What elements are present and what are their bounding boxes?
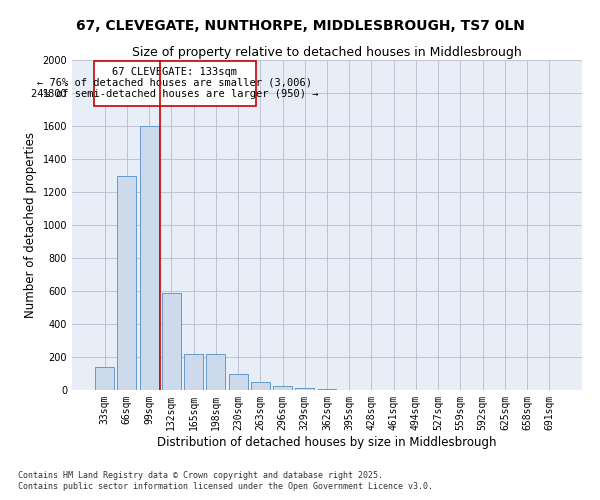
Bar <box>273 386 292 390</box>
Bar <box>94 61 256 106</box>
Text: ← 76% of detached houses are smaller (3,006): ← 76% of detached houses are smaller (3,… <box>37 78 313 88</box>
Title: Size of property relative to detached houses in Middlesbrough: Size of property relative to detached ho… <box>132 46 522 59</box>
Text: 24% of semi-detached houses are larger (950) →: 24% of semi-detached houses are larger (… <box>31 89 319 99</box>
Text: Contains HM Land Registry data © Crown copyright and database right 2025.: Contains HM Land Registry data © Crown c… <box>18 470 383 480</box>
Bar <box>295 388 314 390</box>
Bar <box>140 126 158 390</box>
Bar <box>251 382 270 390</box>
Text: Contains public sector information licensed under the Open Government Licence v3: Contains public sector information licen… <box>18 482 433 491</box>
Bar <box>184 354 203 390</box>
Bar <box>317 389 337 390</box>
Bar <box>162 292 181 390</box>
Text: 67, CLEVEGATE, NUNTHORPE, MIDDLESBROUGH, TS7 0LN: 67, CLEVEGATE, NUNTHORPE, MIDDLESBROUGH,… <box>76 18 524 32</box>
X-axis label: Distribution of detached houses by size in Middlesbrough: Distribution of detached houses by size … <box>157 436 497 448</box>
Bar <box>118 176 136 390</box>
Y-axis label: Number of detached properties: Number of detached properties <box>24 132 37 318</box>
Text: 67 CLEVEGATE: 133sqm: 67 CLEVEGATE: 133sqm <box>112 68 238 78</box>
Bar <box>229 374 248 390</box>
Bar <box>95 367 114 390</box>
Bar <box>206 354 225 390</box>
